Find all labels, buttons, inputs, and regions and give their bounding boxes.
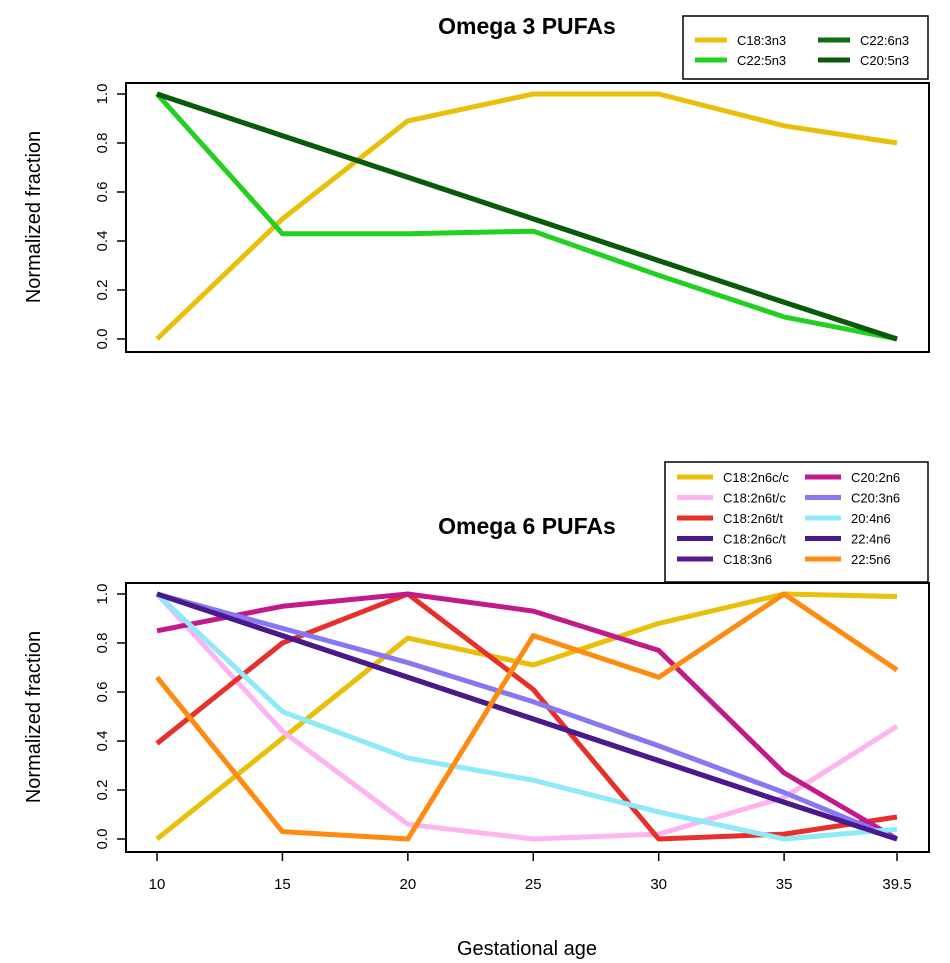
legend-label: C20:5n3 bbox=[860, 53, 909, 68]
series-line-c18-2n6t-c bbox=[155, 592, 899, 842]
chart-title: Omega 3 PUFAs bbox=[438, 13, 616, 39]
legend-label: C18:2n6c/t bbox=[723, 532, 786, 547]
x-tick-label: 15 bbox=[274, 876, 291, 893]
series-line-c22-5n3 bbox=[155, 92, 898, 342]
legend-label: C18:2n6t/c bbox=[723, 491, 786, 506]
legend: C18:2n6c/c C18:2n6t/c C18:2n6t/t C18:2n6c/t… bbox=[664, 461, 929, 583]
x-tick-label: 10 bbox=[149, 876, 166, 893]
plot-frame bbox=[125, 82, 930, 353]
x-tick-label: 30 bbox=[650, 876, 667, 893]
legend: C18:3n3 C22:5n3 C22:6n3 C20:5n3 bbox=[682, 15, 929, 80]
x-axis-label: Gestational age bbox=[457, 938, 597, 960]
legend-label: C20:3n6 bbox=[851, 491, 900, 506]
legend-label: C18:3n6 bbox=[723, 552, 772, 567]
legend-label: C18:2n6t/t bbox=[723, 511, 783, 526]
legend-box bbox=[682, 15, 929, 80]
y-axis-label: Normalized fraction bbox=[23, 631, 45, 803]
y-tick-label: 0.6 bbox=[94, 182, 111, 203]
series-line-c18-3n3 bbox=[155, 91, 898, 341]
series-line-22-4n6 bbox=[156, 591, 898, 842]
y-tick-label: 0.6 bbox=[94, 682, 111, 703]
y-tick-label: 1.0 bbox=[94, 584, 111, 605]
y-tick-label: 0.8 bbox=[94, 633, 111, 654]
series-line-c20-5n3 bbox=[156, 91, 898, 342]
y-tick-label: 0.8 bbox=[94, 133, 111, 154]
legend-label: 22:5n6 bbox=[851, 552, 891, 567]
legend-label: C18:3n3 bbox=[737, 33, 786, 48]
y-tick-label: 0.4 bbox=[94, 231, 111, 252]
y-tick-label: 0.2 bbox=[94, 280, 111, 301]
x-tick-label: 35 bbox=[776, 876, 793, 893]
omega3-panel: Omega 3 PUFAs Normalized fraction 0.0 0.2 0.… bbox=[23, 13, 930, 353]
x-tick-label: 25 bbox=[525, 876, 542, 893]
series-line-22-5n6 bbox=[155, 591, 899, 842]
plot-frame bbox=[125, 582, 930, 853]
legend-box bbox=[664, 461, 929, 583]
legend-label: C20:2n6 bbox=[851, 470, 900, 485]
legend-label: C22:5n3 bbox=[737, 53, 786, 68]
y-tick-label: 0.4 bbox=[94, 731, 111, 752]
series-line-20-4n6 bbox=[155, 592, 898, 842]
omega6-panel: Omega 6 PUFAs Normalized fraction 0.0 0.2 0.… bbox=[23, 461, 930, 960]
legend-label: C22:6n3 bbox=[860, 33, 909, 48]
x-tick-label: 39.5 bbox=[882, 876, 911, 893]
x-tick-label: 20 bbox=[400, 876, 417, 893]
y-axis-label: Normalized fraction bbox=[23, 131, 45, 303]
chart-title: Omega 6 PUFAs bbox=[438, 513, 616, 539]
y-tick-label: 0.0 bbox=[94, 329, 111, 350]
y-tick-label: 0.2 bbox=[94, 780, 111, 801]
series-line-c20-2n6 bbox=[156, 591, 899, 842]
legend-label: C18:2n6c/c bbox=[723, 470, 789, 485]
series-line-c18-2n6t-t bbox=[155, 591, 898, 842]
series-line-c20-3n6 bbox=[156, 591, 898, 842]
y-tick-label: 1.0 bbox=[94, 84, 111, 105]
legend-label: 22:4n6 bbox=[851, 532, 891, 547]
legend-label: 20:4n6 bbox=[851, 511, 891, 526]
y-tick-label: 0.0 bbox=[94, 829, 111, 850]
